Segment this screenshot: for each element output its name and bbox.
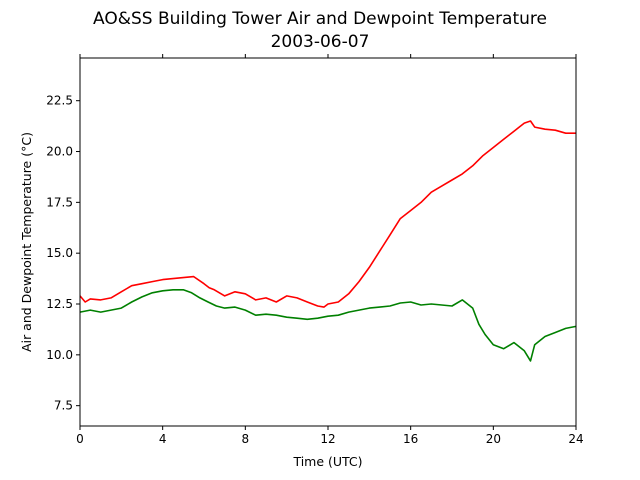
series-layer	[79, 120, 577, 362]
series-line-0	[79, 120, 576, 308]
y-tick-label: 15.0	[46, 246, 73, 260]
x-tick-label: 8	[242, 432, 250, 446]
x-tick-label: 20	[486, 432, 501, 446]
y-tick-label: 12.5	[46, 297, 73, 311]
x-tick-label: 4	[159, 432, 167, 446]
y-tick-label: 20.0	[46, 145, 73, 159]
x-tick-label: 16	[403, 432, 418, 446]
x-tick-label: 12	[320, 432, 335, 446]
x-tick-label: 24	[568, 432, 583, 446]
chart-title: AO&SS Building Tower Air and Dewpoint Te…	[93, 9, 547, 29]
x-axis-label: Time (UTC)	[292, 454, 362, 469]
plot-frame	[79, 57, 577, 427]
x-tick-label: 0	[76, 432, 84, 446]
ticks-layer: 0 4 8 12 16 20 24 7.5 10.0 12.5 15.0 17.5 20.0 22.5	[46, 54, 584, 446]
y-axis-label: Air and Dewpoint Temperature (°C)	[19, 132, 34, 352]
y-tick-label: 17.5	[46, 195, 73, 209]
y-tick-label: 10.0	[46, 348, 73, 362]
y-tick-label: 22.5	[46, 94, 73, 108]
chart-subtitle: 2003-06-07	[271, 32, 370, 52]
y-tick-label: 7.5	[54, 399, 73, 413]
series-line-1	[79, 289, 577, 362]
